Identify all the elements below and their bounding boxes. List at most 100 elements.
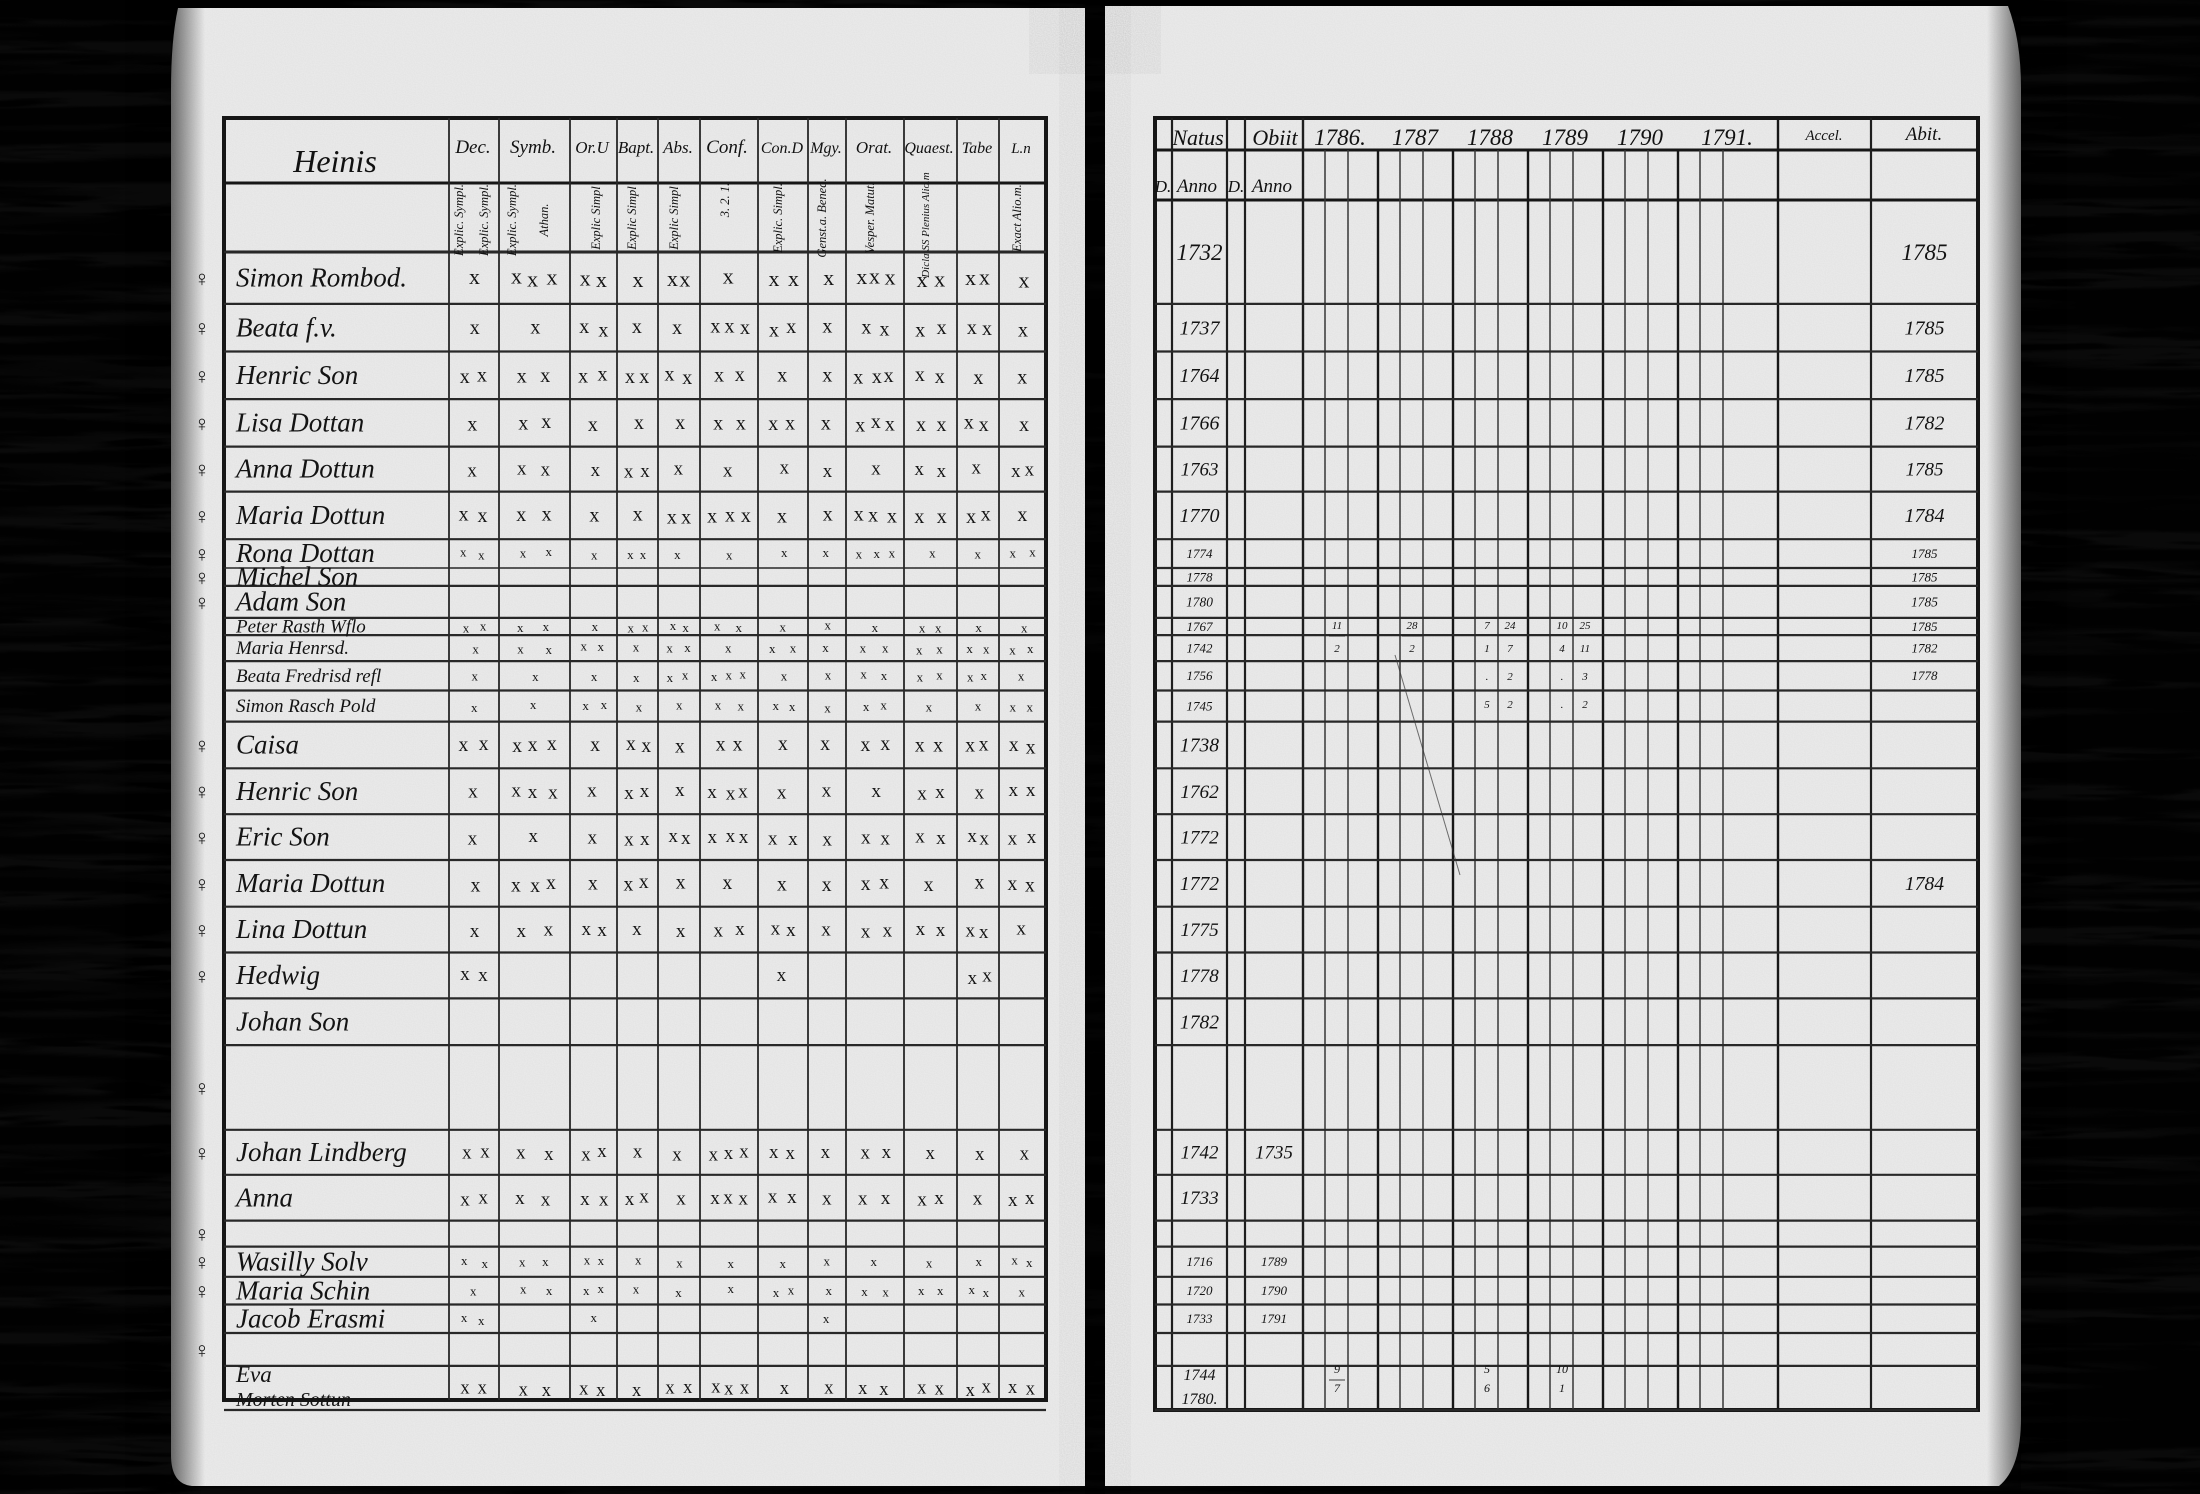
svg-text:x: x [1021,620,1028,635]
svg-text:x: x [824,700,831,715]
svg-text:Genst.a. Bened.: Genst.a. Bened. [815,178,829,257]
svg-text:x: x [820,734,830,755]
svg-text:x: x [936,920,946,941]
svg-text:x: x [676,697,683,712]
svg-text:x: x [628,620,635,635]
svg-text:x: x [639,366,649,388]
svg-text:Exact Alio.m.: Exact Alio.m. [1010,184,1024,252]
svg-text:1785: 1785 [1912,619,1939,634]
svg-text:x: x [517,641,524,656]
svg-text:x: x [641,736,651,757]
svg-text:x: x [1008,780,1018,801]
svg-text:x: x [736,413,746,435]
svg-text:x: x [512,736,522,757]
svg-text:x: x [710,316,720,338]
svg-text:x: x [516,504,526,526]
svg-text:x: x [469,265,480,289]
svg-text:x: x [1026,1380,1036,1400]
svg-text:1787: 1787 [1392,125,1440,150]
svg-text:x: x [768,413,778,435]
svg-text:x: x [971,458,981,479]
svg-text:x: x [482,1256,489,1271]
svg-text:x: x [789,699,796,714]
svg-text:x: x [937,1283,944,1298]
svg-text:x: x [773,698,780,713]
svg-text:x: x [872,620,879,635]
svg-text:x: x [790,641,797,656]
svg-text:x: x [674,458,684,479]
svg-text:x: x [477,364,487,386]
svg-text:x: x [478,505,488,527]
svg-text:x: x [675,412,685,434]
svg-text:x: x [769,1142,779,1163]
svg-text:x: x [975,620,982,635]
svg-text:x: x [632,919,642,940]
svg-text:x: x [461,1310,468,1325]
svg-text:Johan Lindberg: Johan Lindberg [236,1137,407,1167]
svg-text:x: x [517,459,527,480]
svg-text:x: x [519,1381,529,1401]
svg-text:x: x [591,669,598,684]
svg-text:x: x [863,699,870,714]
svg-text:x: x [965,735,975,756]
svg-text:♀: ♀ [194,316,211,341]
svg-text:1763: 1763 [1181,460,1219,481]
svg-text:x: x [861,827,871,848]
svg-text:1745: 1745 [1186,699,1213,714]
svg-text:x: x [597,1141,607,1162]
svg-text:x: x [936,668,943,683]
svg-text:x: x [675,780,685,801]
svg-text:x: x [822,1189,832,1210]
svg-text:x: x [974,546,981,561]
svg-text:Symb.: Symb. [510,137,556,158]
svg-text:x: x [881,1188,891,1209]
svg-text:x: x [879,1380,889,1400]
svg-text:Maria Dottun: Maria Dottun [235,868,385,898]
svg-text:x: x [461,1253,468,1268]
svg-text:1732: 1732 [1177,240,1223,265]
svg-text:x: x [517,921,527,942]
svg-text:1785: 1785 [1906,460,1944,481]
svg-text:x: x [739,1142,749,1163]
svg-text:x: x [714,364,724,386]
svg-text:x: x [667,506,677,528]
svg-text:x: x [733,734,743,755]
svg-text:x: x [541,1190,551,1211]
svg-text:x: x [460,1190,470,1211]
svg-text:11: 11 [1580,643,1590,655]
svg-text:1756: 1756 [1187,668,1214,683]
svg-text:1742: 1742 [1187,641,1214,656]
svg-text:x: x [676,921,686,942]
svg-text:x: x [546,1283,553,1298]
svg-text:x: x [853,366,863,388]
svg-text:x: x [822,780,832,801]
svg-text:x: x [856,546,863,561]
svg-text:x: x [1019,414,1029,436]
svg-text:x: x [926,1256,933,1271]
svg-text:1778: 1778 [1912,668,1939,683]
svg-text:x: x [1029,545,1036,560]
svg-text:Explic Simpl: Explic Simpl [589,186,603,251]
svg-text:Mgy.: Mgy. [809,140,842,157]
svg-text:1782: 1782 [1912,641,1939,656]
svg-text:x: x [632,316,642,338]
svg-text:x: x [822,545,829,560]
svg-text:x: x [682,367,692,389]
svg-text:x: x [933,735,943,756]
svg-text:Henric Son: Henric Son [235,360,358,390]
svg-text:x: x [542,504,552,526]
svg-text:♀: ♀ [194,457,211,482]
svg-text:Explic Simpl: Explic Simpl [625,186,639,251]
svg-text:x: x [935,782,945,803]
svg-text:x: x [460,366,470,388]
svg-text:Accel.: Accel. [1804,128,1842,144]
svg-text:Abs.: Abs. [662,138,693,157]
svg-text:x: x [478,965,488,986]
svg-text:x: x [668,826,678,847]
svg-text:x: x [861,1284,868,1299]
svg-text:x: x [591,1310,598,1325]
svg-text:x: x [714,921,724,942]
svg-text:x: x [975,1144,985,1165]
svg-text:1789: 1789 [1261,1254,1288,1269]
svg-text:x: x [741,505,751,527]
